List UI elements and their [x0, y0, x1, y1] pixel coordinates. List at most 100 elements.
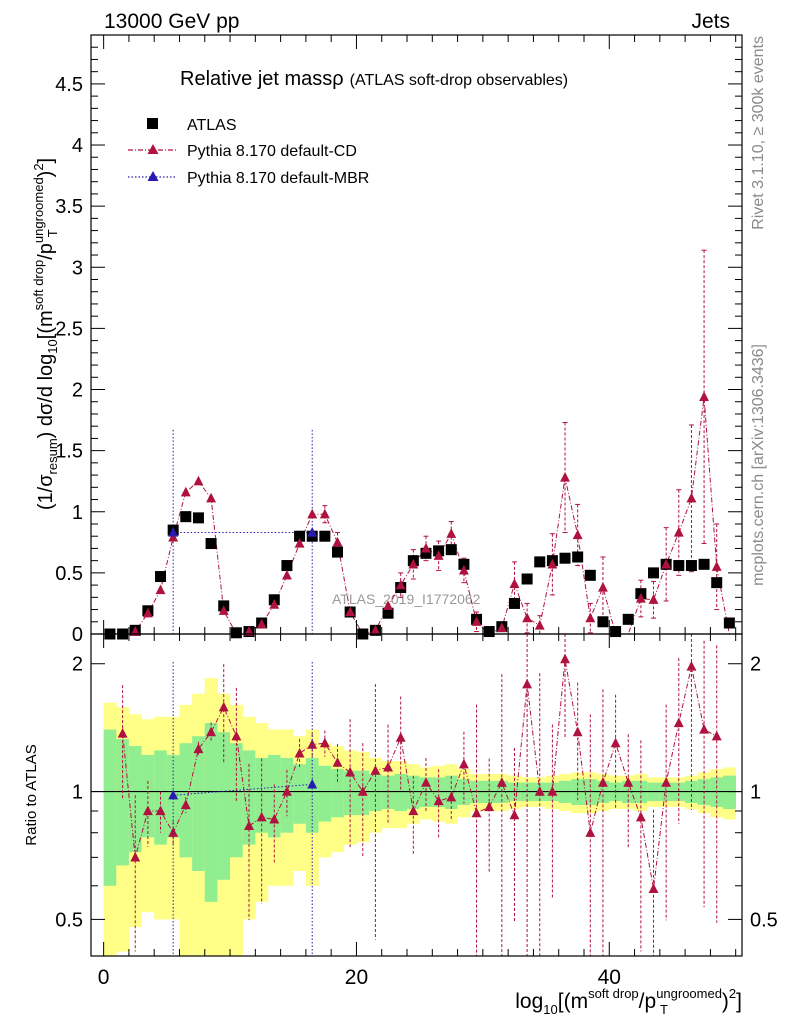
band-green-bin	[369, 773, 383, 812]
cd-ratio-point	[711, 730, 722, 741]
cd-data-point	[269, 599, 280, 609]
atlas-data-point	[622, 613, 634, 625]
x-tick-label: 20	[345, 966, 368, 989]
cd-ratio-point	[345, 766, 356, 777]
atlas-data-point	[445, 544, 457, 556]
cd-data-point	[408, 558, 419, 569]
atlas-data-point	[673, 560, 685, 572]
cd-data-point	[522, 612, 533, 623]
atlas-data-point	[534, 556, 546, 568]
energy-label: 13000 GeV pp	[104, 10, 239, 33]
cd-ratio-point	[673, 717, 684, 728]
cd-ratio-point	[231, 730, 242, 741]
y-axis-label: (1/σresum) dσ/d log10[(msoft drop/pungro…	[31, 158, 60, 510]
cd-ratio-point	[560, 653, 570, 664]
cd-ratio-point	[509, 809, 520, 820]
band-green-bin	[318, 765, 332, 822]
cd-data-point	[130, 626, 141, 636]
cd-data-point	[332, 536, 343, 547]
ratio-panel-frame	[90, 633, 743, 957]
cd-data-point	[648, 594, 659, 604]
mbr-data-point	[168, 527, 179, 537]
atlas-data-point	[205, 538, 217, 550]
ratio-y-tick-label-right: 1	[750, 782, 761, 804]
cd-ratio-point	[180, 799, 191, 810]
atlas-data-point	[420, 547, 432, 559]
cd-ratio-point	[332, 757, 343, 767]
cd-ratio-point	[294, 747, 305, 758]
cd-ratio-point	[547, 786, 558, 796]
ratio-uncertainty-bands	[91, 678, 742, 956]
ratio-panel-marks	[117, 634, 722, 956]
cd-ratio-point	[395, 732, 406, 742]
atlas-data-point	[458, 558, 470, 570]
cd-ratio-point	[496, 777, 507, 787]
cd-data-point	[635, 593, 646, 603]
cd-data-point	[345, 606, 356, 617]
band-green-bin	[242, 750, 256, 845]
cd-data-point	[471, 616, 482, 626]
cd-ratio-point	[269, 813, 280, 824]
cd-ratio-point	[635, 811, 646, 822]
cd-ratio-point	[699, 724, 710, 734]
cd-data-point	[319, 508, 330, 519]
cd-data-point	[699, 391, 710, 401]
legend-mbr-label: Pythia 8.170 default-MBR	[187, 170, 369, 187]
cd-ratio-point	[534, 786, 545, 796]
cd-data-point	[673, 527, 684, 537]
cd-ratio-point	[585, 827, 596, 837]
atlas-data-point	[572, 551, 584, 563]
mbr-ratio-point	[307, 778, 318, 789]
main-panel-marks	[104, 249, 735, 640]
cd-data-point	[661, 558, 672, 569]
cd-ratio-point	[446, 791, 457, 802]
atlas-data-point	[331, 546, 343, 558]
band-green-bin	[204, 723, 218, 902]
cd-data-point	[560, 472, 570, 482]
cd-data-point	[547, 558, 558, 569]
rivet-label: Rivet 3.1.10, ≥ 300k events	[750, 36, 767, 230]
cd-ratio-point	[370, 765, 381, 775]
atlas-data-point	[230, 627, 242, 639]
atlas-data-point	[382, 607, 394, 619]
ratio-y-tick-label-right: 0.5	[750, 909, 778, 931]
x-tick-label: 40	[598, 966, 621, 989]
ratio-y-tick-label: 2	[72, 654, 83, 676]
ratio-y-tick-label-right: 2	[750, 654, 761, 676]
ratio-y-axis-label: Ratio to ATLAS	[23, 744, 40, 845]
cd-ratio-point	[648, 883, 659, 894]
legend-atlas-marker	[147, 118, 158, 129]
y-tick-label: 1	[72, 502, 83, 524]
band-green-bin	[192, 736, 206, 872]
cd-data-point	[509, 578, 520, 589]
cd-ratio-point	[408, 805, 419, 816]
y-tick-label: 4.5	[55, 74, 83, 96]
cd-ratio-line	[122, 659, 717, 889]
cd-ratio-point	[168, 827, 179, 837]
cd-data-point	[370, 624, 381, 635]
cd-ratio-point	[471, 807, 482, 818]
cd-data-point	[446, 528, 457, 538]
y-tick-label: 3	[72, 257, 83, 279]
atlas-data-point	[648, 567, 660, 579]
cd-ratio-point	[623, 777, 634, 787]
cd-ratio-point	[522, 678, 533, 689]
cd-ratio-point	[319, 737, 330, 748]
atlas-data-point	[155, 571, 167, 583]
cd-ratio-point	[357, 786, 368, 796]
cd-ratio-point	[610, 737, 621, 748]
cd-data-point	[155, 584, 166, 595]
mbr-ratio-point	[168, 789, 179, 800]
legend-atlas-label: ATLAS	[187, 117, 237, 134]
atlas-data-point	[597, 616, 609, 628]
cd-data-point	[281, 569, 292, 580]
cd-ratio-point	[155, 805, 166, 816]
cd-ratio-point	[117, 728, 128, 738]
cd-data-point	[458, 564, 469, 575]
cd-data-point	[206, 492, 217, 503]
cd-ratio-point	[572, 726, 583, 737]
cd-data-point	[180, 486, 191, 497]
y-tick-label: 0.5	[55, 563, 83, 585]
cd-series-line	[109, 396, 730, 635]
analysis-watermark: ATLAS_2019_I1772062	[332, 591, 481, 607]
